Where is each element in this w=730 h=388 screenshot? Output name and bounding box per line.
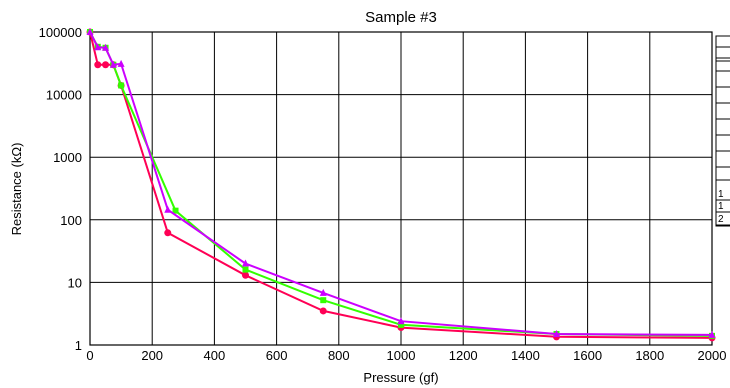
data-point: [118, 82, 125, 89]
y-tick-label: 1: [75, 338, 82, 353]
data-point: [86, 28, 94, 35]
data-point: [94, 43, 102, 51]
side-table-label: 1: [718, 201, 724, 212]
data-point: [708, 330, 716, 338]
data-point: [117, 59, 125, 67]
side-table: 11 2: [715, 35, 730, 227]
side-table-frame: [715, 35, 730, 227]
data-point: [398, 321, 404, 328]
data-point: [172, 207, 179, 214]
x-tick-label: 600: [266, 348, 288, 363]
data-point: [102, 61, 110, 69]
series-layer: [86, 28, 716, 342]
data-point: [553, 329, 560, 337]
x-tick-label: 2000: [698, 348, 727, 363]
x-tick-label: 200: [141, 348, 163, 363]
data-point: [319, 307, 327, 315]
grid: [89, 31, 713, 346]
x-tick-label: 1200: [449, 348, 478, 363]
y-tick-label: 1000: [53, 150, 82, 165]
data-point: [164, 229, 172, 237]
x-axis-title: Pressure (gf): [363, 370, 438, 385]
data-point: [320, 297, 327, 304]
data-point: [242, 259, 249, 267]
data-point: [397, 317, 405, 325]
series-3: [86, 28, 716, 338]
y-tick-label: 100: [60, 213, 82, 228]
data-point: [109, 60, 117, 68]
y-tick-label: 100000: [39, 25, 82, 40]
tick-labels: 0 200 400 600 800 1000 1200 1400 1600 1800 2000 1 10…: [39, 25, 727, 363]
data-point: [164, 205, 172, 213]
plot-area-frame: [89, 31, 713, 346]
x-tick-label: 1800: [635, 348, 664, 363]
data-point: [94, 61, 102, 69]
y-tick-label: 10: [68, 275, 82, 290]
x-tick-label: 1000: [387, 348, 416, 363]
data-point: [319, 288, 327, 296]
data-point: [242, 266, 249, 273]
x-tick-label: 1600: [573, 348, 602, 363]
y-tick-label: 10000: [46, 88, 82, 103]
x-tick-label: 400: [204, 348, 226, 363]
chart-title: Sample #3: [365, 9, 437, 26]
data-point: [102, 43, 110, 51]
data-point: [242, 271, 249, 279]
side-table-label: 2: [718, 214, 724, 225]
x-tick-label: 1400: [511, 348, 540, 363]
x-tick-label: 800: [328, 348, 350, 363]
side-table-label: 1: [718, 189, 724, 200]
y-axis-title: Resistance (kΩ): [9, 143, 24, 236]
x-tick-label: 0: [86, 348, 93, 363]
